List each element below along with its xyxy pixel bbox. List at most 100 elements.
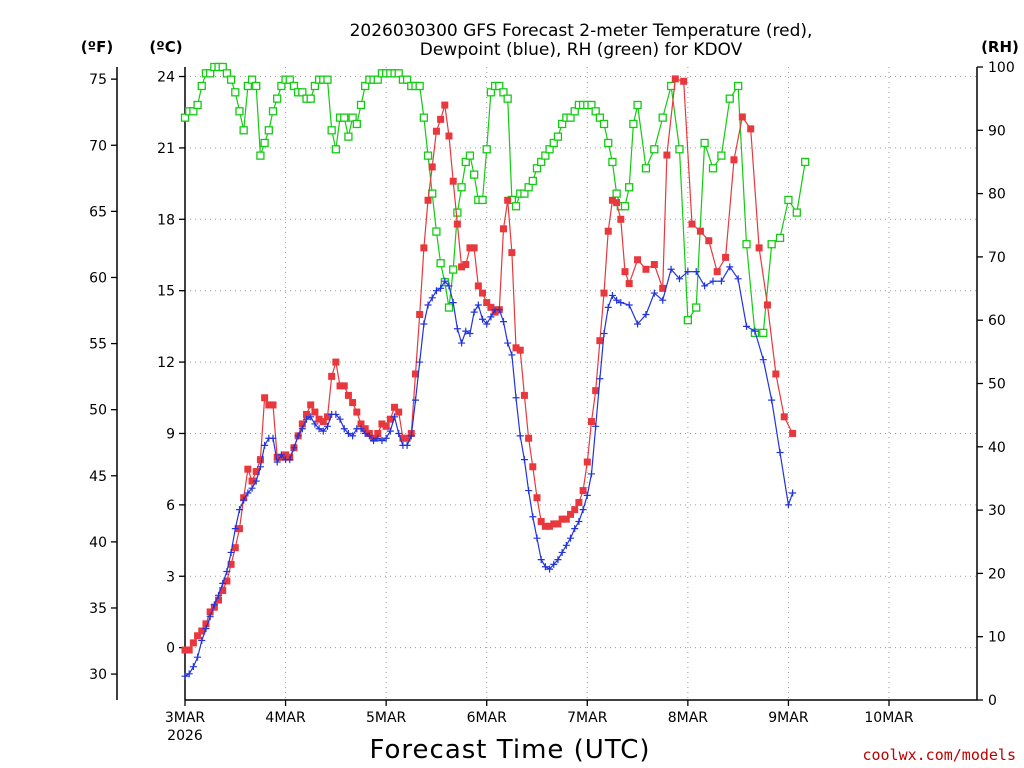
rh-point bbox=[180, 113, 190, 122]
temperature-point bbox=[671, 75, 679, 83]
temperature-point bbox=[520, 391, 528, 399]
temperature-point bbox=[420, 244, 428, 252]
rh-point bbox=[373, 75, 382, 84]
fahrenheit-tick-label: 30 bbox=[89, 667, 107, 683]
rh-point bbox=[545, 145, 554, 154]
dewpoint-point bbox=[219, 579, 227, 587]
temperature-point bbox=[349, 399, 357, 407]
rh-point bbox=[419, 113, 429, 122]
dewpoint-point bbox=[587, 470, 595, 478]
temperature-point bbox=[747, 125, 755, 133]
dewpoint-point bbox=[391, 413, 399, 421]
dewpoint-point bbox=[215, 591, 223, 599]
dewpoint-point bbox=[537, 556, 545, 564]
dewpoint-point bbox=[525, 487, 533, 495]
temperature-point bbox=[353, 408, 361, 416]
dewpoint-point bbox=[441, 277, 449, 285]
dewpoint-point bbox=[466, 330, 474, 338]
temperature-point bbox=[763, 301, 771, 309]
dewpoint-point bbox=[789, 489, 797, 497]
rh-point bbox=[629, 119, 638, 129]
dewpoint-point bbox=[403, 441, 411, 449]
dewpoint-point bbox=[667, 265, 675, 273]
rh-point bbox=[289, 81, 299, 91]
fahrenheit-tick-label: 60 bbox=[89, 270, 107, 286]
temperature-point bbox=[738, 113, 746, 121]
dewpoint-point bbox=[717, 277, 725, 285]
rh-point bbox=[226, 75, 236, 84]
rh-tick-label: 40 bbox=[988, 440, 1006, 456]
rh-point bbox=[197, 81, 206, 91]
temperature-point bbox=[575, 498, 583, 506]
rh-point bbox=[247, 75, 257, 84]
temperature-point bbox=[634, 256, 642, 264]
dewpoint-point bbox=[567, 534, 575, 542]
rh-point bbox=[612, 189, 621, 198]
temperature-point bbox=[659, 284, 667, 292]
temperature-point bbox=[470, 244, 478, 252]
dewpoint-point bbox=[332, 410, 340, 418]
dewpoint-point bbox=[659, 296, 667, 304]
rh-point bbox=[306, 94, 315, 103]
rh-point bbox=[235, 107, 244, 116]
dewpoint-point bbox=[277, 451, 285, 459]
x-tick-label: 8MAR bbox=[668, 710, 709, 726]
rh-point bbox=[402, 75, 412, 84]
rh-tick-label: 80 bbox=[988, 187, 1006, 203]
rh-point bbox=[591, 107, 600, 116]
x-tick-label: 6MAR bbox=[467, 710, 508, 726]
rh-point bbox=[264, 126, 273, 135]
temperature-point bbox=[411, 370, 419, 378]
temperature-point bbox=[512, 344, 520, 352]
temperature-point bbox=[650, 261, 658, 269]
dewpoint-point bbox=[479, 315, 487, 323]
rh-point bbox=[361, 81, 370, 91]
temperature-point bbox=[386, 415, 394, 423]
dewpoint-point bbox=[541, 563, 549, 571]
temperature-point bbox=[361, 425, 369, 433]
temperature-point bbox=[621, 268, 629, 276]
x-tick-label: 10MAR bbox=[864, 710, 913, 726]
temperature-point bbox=[479, 289, 487, 297]
rh-point bbox=[608, 157, 617, 167]
x-axis-title: Forecast Time (UTC) bbox=[369, 735, 650, 765]
temperature-point bbox=[474, 282, 482, 290]
temperature-point bbox=[600, 289, 608, 297]
rh-point bbox=[692, 303, 701, 312]
temperature-point bbox=[730, 156, 738, 164]
temperature-point bbox=[617, 215, 625, 223]
dewpoint-point bbox=[462, 327, 470, 335]
celsius-tick-label: 21 bbox=[157, 141, 175, 157]
rh-point bbox=[767, 240, 776, 249]
dewpoint-point bbox=[604, 303, 612, 311]
rh-point bbox=[453, 208, 462, 217]
rh-point bbox=[528, 176, 537, 186]
temperature-point bbox=[215, 596, 223, 604]
rh-point bbox=[532, 164, 542, 173]
temperature-point bbox=[554, 520, 562, 528]
rh-point bbox=[520, 189, 529, 198]
temperature-point bbox=[307, 401, 315, 409]
rh-point bbox=[352, 119, 361, 129]
dewpoint-point bbox=[550, 560, 558, 568]
temperature-point bbox=[780, 413, 788, 421]
temperature-point bbox=[525, 434, 533, 442]
temperature-point bbox=[399, 434, 407, 442]
temperature-point bbox=[273, 453, 281, 461]
temperature-point bbox=[608, 196, 616, 204]
dewpoint-point bbox=[533, 534, 541, 542]
rh-point bbox=[759, 328, 768, 338]
dewpoint-point bbox=[244, 489, 252, 497]
celsius-tick-label: 9 bbox=[166, 426, 175, 442]
rh-point bbox=[344, 132, 353, 141]
dewpoint-point bbox=[608, 291, 616, 299]
temperature-point bbox=[231, 544, 239, 552]
rh-tick-label: 60 bbox=[988, 313, 1006, 329]
temperature-point bbox=[298, 420, 306, 428]
dewpoint-point bbox=[520, 456, 528, 464]
temperature-point bbox=[328, 372, 336, 380]
celsius-tick-label: 6 bbox=[166, 498, 175, 514]
rh-point bbox=[625, 183, 634, 192]
fahrenheit-tick-label: 75 bbox=[89, 72, 107, 88]
dewpoint-point bbox=[529, 513, 537, 521]
